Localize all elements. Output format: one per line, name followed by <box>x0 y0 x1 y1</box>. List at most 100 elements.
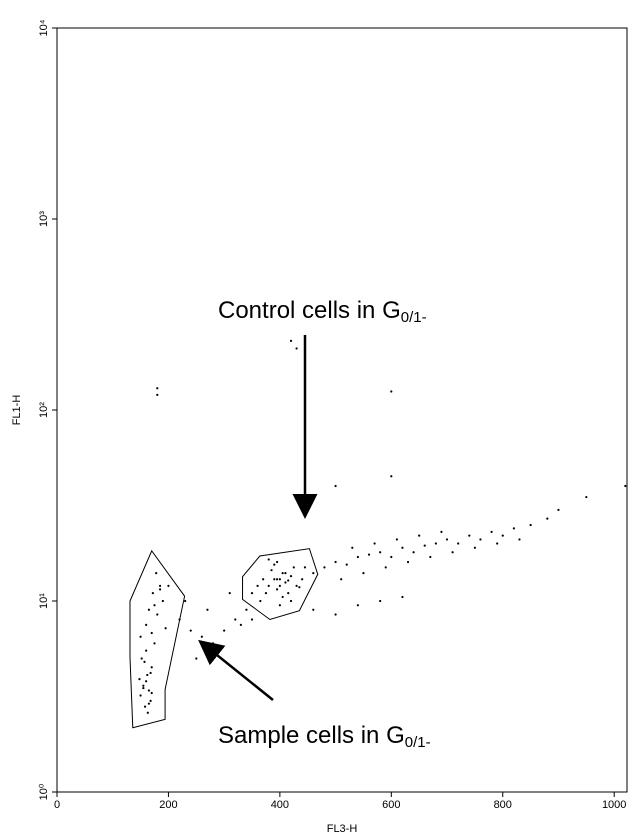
dot <box>273 563 276 566</box>
dot <box>256 584 259 587</box>
dot <box>153 604 156 607</box>
x-tick-label: 200 <box>159 799 177 811</box>
dot <box>153 642 156 645</box>
dot <box>149 699 152 702</box>
dot <box>312 571 315 575</box>
dot <box>557 508 560 511</box>
dot <box>585 495 588 499</box>
dot <box>156 613 159 616</box>
dot <box>275 560 279 564</box>
dot <box>167 584 170 587</box>
dot <box>189 629 192 632</box>
dot <box>479 538 482 541</box>
dot <box>284 581 287 584</box>
dot <box>139 635 142 638</box>
annotation-subscript: 0/1- <box>401 309 427 326</box>
dot <box>158 584 162 587</box>
dot <box>473 546 476 549</box>
dot <box>150 666 153 669</box>
dot <box>289 599 293 603</box>
dot <box>334 613 337 616</box>
dot <box>149 671 152 675</box>
dot <box>395 538 398 541</box>
dot <box>429 555 432 559</box>
dot <box>362 571 365 575</box>
dot <box>412 551 415 554</box>
x-tick-label: 0 <box>54 799 60 811</box>
y-axis-label: FL1-H <box>11 395 23 426</box>
dot <box>423 544 426 547</box>
dot <box>217 649 220 652</box>
dot <box>147 608 151 611</box>
y-tick-label: 10² <box>38 402 50 418</box>
x-tick-label: 800 <box>494 799 512 811</box>
dot <box>234 618 237 621</box>
dot <box>200 635 203 638</box>
dot <box>147 702 151 705</box>
y-tick-label: 10³ <box>38 211 50 227</box>
dot <box>267 558 270 561</box>
dot <box>298 586 301 589</box>
dot <box>295 584 298 587</box>
annotation-subscript: 0/1- <box>405 734 431 751</box>
dot <box>145 680 148 683</box>
dot <box>139 694 142 697</box>
dot <box>259 599 262 603</box>
dot <box>146 711 149 714</box>
dot <box>211 642 215 645</box>
annotation: Sample cells in G0/1- <box>218 722 431 751</box>
dot <box>351 546 354 549</box>
dot <box>284 571 287 575</box>
dot <box>512 527 515 530</box>
gate <box>129 549 186 729</box>
x-axis-label: FL3-H <box>327 823 358 835</box>
dot <box>390 555 393 559</box>
dot <box>287 591 290 595</box>
dot <box>142 686 145 690</box>
dot <box>270 569 273 572</box>
y-tick-label: 10¹ <box>38 593 50 609</box>
dot <box>401 595 404 599</box>
dot <box>158 588 162 591</box>
dot <box>145 649 148 652</box>
dot <box>155 571 158 575</box>
dot <box>164 627 167 630</box>
arrow <box>198 639 274 701</box>
dot <box>340 578 343 581</box>
dot <box>147 689 151 692</box>
dot <box>379 551 382 554</box>
dot <box>264 591 268 595</box>
dot <box>289 575 293 578</box>
dot <box>245 608 248 611</box>
dot <box>250 591 254 595</box>
dot <box>303 566 307 569</box>
dot <box>228 591 231 595</box>
gate <box>242 548 319 621</box>
dot <box>529 523 532 527</box>
dot <box>334 560 337 564</box>
dot <box>273 578 276 581</box>
dot <box>401 546 404 549</box>
dot <box>223 629 226 632</box>
dot <box>546 517 549 520</box>
dot <box>267 584 270 587</box>
dot <box>150 631 153 635</box>
dot <box>356 555 359 559</box>
dot <box>390 390 393 393</box>
dot <box>406 560 410 564</box>
dot <box>445 538 449 541</box>
dot <box>250 618 254 621</box>
dot <box>275 588 279 591</box>
dot <box>384 566 387 569</box>
dot <box>150 691 153 695</box>
dot <box>184 599 187 603</box>
dot <box>151 591 154 595</box>
dot <box>143 660 146 663</box>
x-tick-label: 1000 <box>602 799 626 811</box>
dot <box>278 584 281 587</box>
dot <box>206 608 209 611</box>
dot <box>345 563 348 566</box>
dot <box>390 475 393 478</box>
dot <box>312 608 315 611</box>
dot <box>140 657 143 660</box>
